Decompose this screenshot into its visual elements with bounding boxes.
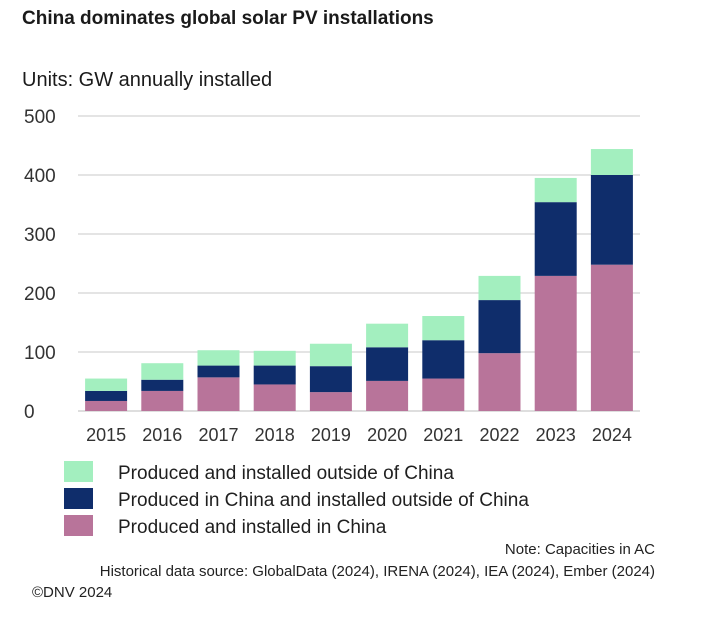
x-tick-label: 2017 xyxy=(198,425,238,445)
bar-2021-series-0 xyxy=(422,378,465,411)
bar-2023-series-2 xyxy=(534,177,577,203)
chart-title: China dominates global solar PV installa… xyxy=(22,8,434,29)
y-tick-label: 100 xyxy=(24,343,56,364)
bar-2022-series-1 xyxy=(478,300,521,354)
y-tick-label: 0 xyxy=(24,402,35,423)
legend: Produced and installed outside of China P… xyxy=(64,461,529,538)
x-tick-label: 2019 xyxy=(311,425,351,445)
x-axis-ticks: 2015 2016 2017 2018 2019 2020 2021 2022 2023 2024 xyxy=(86,425,632,445)
bar-2020-series-1 xyxy=(366,347,409,381)
bar-2018-series-2 xyxy=(253,350,296,366)
bar-2016-series-1 xyxy=(141,379,184,391)
bar-2021-series-2 xyxy=(422,316,465,341)
legend-swatch-series-0 xyxy=(64,515,93,536)
bar-2017-series-2 xyxy=(197,350,240,366)
legend-label-series-0: Produced and installed in China xyxy=(118,517,387,538)
bar-2022-series-2 xyxy=(478,275,521,301)
bar-2019-series-0 xyxy=(309,392,352,411)
x-tick-label: 2022 xyxy=(479,425,519,445)
bars xyxy=(85,149,633,411)
bar-2021-series-1 xyxy=(422,340,465,379)
bar-2017-series-0 xyxy=(197,377,240,411)
y-tick-label: 400 xyxy=(24,166,56,187)
bar-2018-series-0 xyxy=(253,384,296,411)
x-tick-label: 2023 xyxy=(536,425,576,445)
x-tick-label: 2016 xyxy=(142,425,182,445)
bar-2015-series-0 xyxy=(85,400,128,411)
bar-2020-series-2 xyxy=(366,323,409,348)
bar-2024-series-1 xyxy=(590,175,633,265)
x-tick-label: 2021 xyxy=(423,425,463,445)
units-label: Units: GW annually installed xyxy=(22,69,272,91)
y-tick-label: 300 xyxy=(24,225,56,246)
bar-2024-series-2 xyxy=(590,149,633,175)
bar-2024-series-0 xyxy=(590,264,633,411)
y-tick-label: 500 xyxy=(24,107,56,128)
bar-2023-series-0 xyxy=(534,275,577,411)
x-tick-label: 2015 xyxy=(86,425,126,445)
legend-label-series-2: Produced and installed outside of China xyxy=(118,463,454,484)
bar-2023-series-1 xyxy=(534,202,577,276)
legend-label-series-1: Produced in China and installed outside … xyxy=(118,490,529,511)
y-tick-label: 200 xyxy=(24,284,56,305)
bar-2016-series-2 xyxy=(141,363,184,380)
x-tick-label: 2018 xyxy=(255,425,295,445)
bar-2016-series-0 xyxy=(141,390,184,411)
bar-2018-series-1 xyxy=(253,365,296,385)
bar-2020-series-0 xyxy=(366,380,409,411)
bar-2015-series-1 xyxy=(85,390,128,401)
source-note: Historical data source: GlobalData (2024… xyxy=(100,563,655,580)
capacities-note: Note: Capacities in AC xyxy=(505,541,655,558)
y-axis-ticks: 0 100 200 300 400 500 xyxy=(24,107,56,423)
copyright-note: ©DNV 2024 xyxy=(32,584,112,601)
x-tick-label: 2020 xyxy=(367,425,407,445)
legend-swatch-series-1 xyxy=(64,488,93,509)
bar-2015-series-2 xyxy=(85,378,128,391)
bar-2019-series-1 xyxy=(309,366,352,393)
x-tick-label: 2024 xyxy=(592,425,632,445)
bar-2022-series-0 xyxy=(478,353,521,411)
legend-swatch-series-2 xyxy=(64,461,93,482)
bar-2019-series-2 xyxy=(309,343,352,367)
bar-2017-series-1 xyxy=(197,365,240,378)
